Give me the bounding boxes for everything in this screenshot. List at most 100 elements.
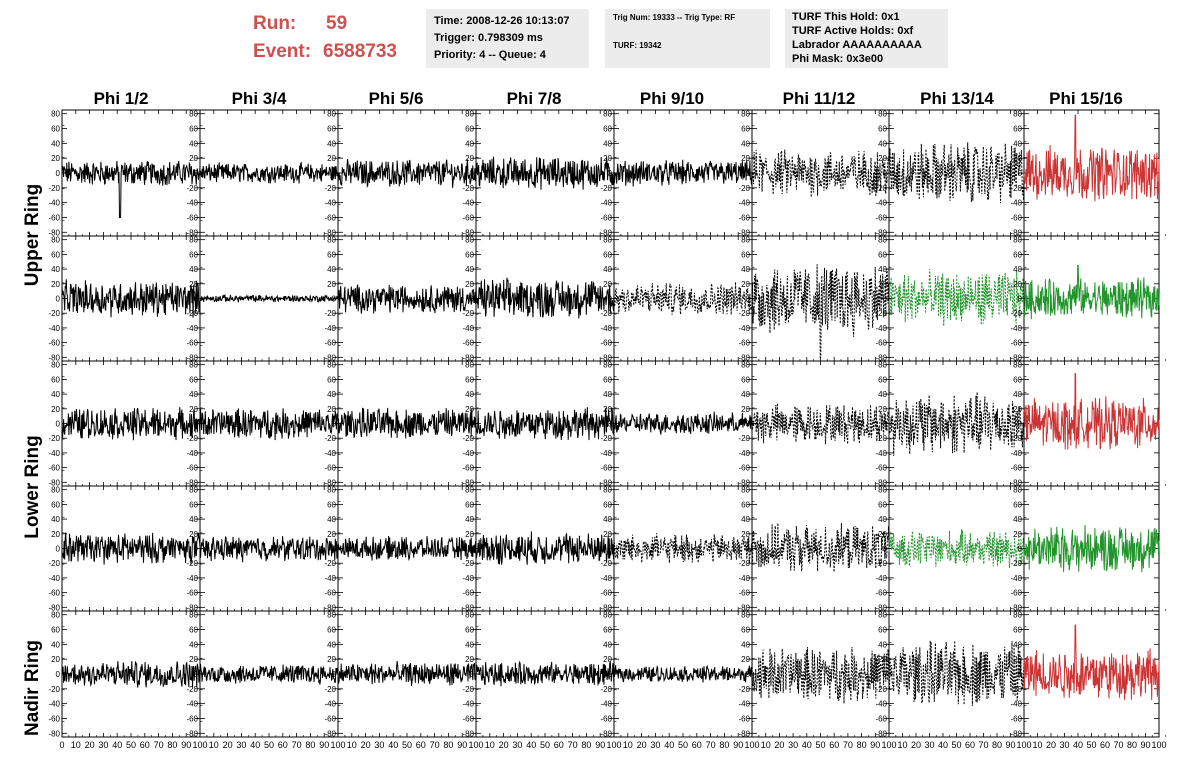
y-tick-label: -20 (738, 685, 750, 694)
y-tick-label: -40 (186, 324, 198, 333)
waveform-line (199, 161, 339, 184)
panel-r1-c6: -80 -60 -40 -20 0 20 40 60 80 (738, 109, 897, 237)
y-tick-label: -60 (600, 464, 612, 473)
y-tick-label: 20 (1013, 530, 1022, 539)
x-tick-label: 20 (499, 740, 509, 750)
y-tick-label: -80 (324, 603, 336, 612)
x-tick-label: 100 (1016, 740, 1031, 750)
waveform-line (61, 407, 201, 441)
y-tick-label: 20 (741, 530, 750, 539)
event-value: 6588733 (323, 41, 397, 62)
y-tick-label: 0 (56, 169, 61, 178)
y-tick-label: 20 (603, 530, 612, 539)
y-tick-label: 0 (608, 169, 613, 178)
x-tick-label: 90 (457, 740, 467, 750)
waveform-line (199, 536, 339, 563)
x-tick-label: 10 (347, 740, 357, 750)
x-tick-label: 80 (305, 740, 315, 750)
y-tick-label: 20 (603, 405, 612, 414)
y-tick-label: 40 (327, 640, 336, 649)
y-tick-label: 80 (51, 110, 60, 119)
y-tick-label: 80 (189, 486, 198, 495)
panel-r4-c5: -80 -60 -40 -20 0 20 40 60 80 (600, 485, 760, 612)
y-tick-label: 20 (51, 655, 60, 664)
y-tick-label: -80 (600, 729, 612, 738)
y-tick-label: -60 (875, 213, 887, 222)
x-tick-label: 60 (278, 740, 288, 750)
x-tick-label: 80 (443, 740, 453, 750)
y-tick-label: 0 (332, 670, 337, 679)
waveform-line (613, 159, 753, 187)
y-tick-label: -40 (48, 199, 60, 208)
y-tick-label: 0 (746, 545, 751, 554)
turf-hold-line: TURF This Hold: 0x1 (792, 11, 900, 23)
waveform-line (337, 407, 477, 439)
y-tick-label: -40 (1010, 324, 1022, 333)
y-tick-label: -80 (324, 228, 336, 237)
y-tick-label: 80 (878, 611, 887, 620)
y-tick-label: 60 (327, 125, 336, 134)
y-tick-label: -60 (738, 589, 750, 598)
panel-r5-c5: -80 -60 -40 -20 0 20 40 60 80 (600, 610, 760, 738)
y-tick-label: 80 (741, 110, 750, 119)
y-tick-label: 0 (470, 420, 475, 429)
waveform-line (1023, 524, 1160, 573)
x-tick-label: 80 (719, 740, 729, 750)
y-tick-label: -40 (48, 324, 60, 333)
waveform-line (751, 403, 890, 445)
waveform-line (613, 411, 753, 435)
y-tick-label: -40 (600, 574, 612, 583)
run-label: Run: (253, 13, 296, 34)
y-tick-label: -20 (186, 434, 198, 443)
y-tick-label: -20 (1010, 434, 1022, 443)
y-tick-label: -40 (462, 574, 474, 583)
y-tick-label: 60 (603, 250, 612, 259)
panel-r1-c8: -80 -60 -40 -20 0 20 40 60 80 (1010, 109, 1167, 237)
x-tick-label: 40 (388, 740, 398, 750)
time-line: Time: 2008-12-26 10:13:07 (434, 15, 570, 27)
y-tick-label: -20 (48, 434, 60, 443)
y-tick-label: -60 (186, 339, 198, 348)
x-tick-label: 80 (992, 740, 1002, 750)
y-tick-label: 60 (741, 250, 750, 259)
y-tick-label: -80 (324, 353, 336, 362)
panel-r2-c1: -80 -60 -40 -20 0 20 40 60 80 (48, 235, 208, 362)
y-tick-label: -40 (324, 449, 336, 458)
y-tick-label: 0 (1018, 545, 1023, 554)
x-tick-label: 70 (568, 740, 578, 750)
y-tick-label: 0 (470, 670, 475, 679)
panel-r1-c2: -80 -60 -40 -20 0 20 40 60 80 (186, 109, 346, 237)
y-tick-label: 20 (465, 154, 474, 163)
x-tick-label: 90 (181, 740, 191, 750)
y-tick-label: 0 (332, 169, 337, 178)
y-tick-label: 40 (878, 515, 887, 524)
y-tick-label: 40 (51, 515, 60, 524)
waveform-line (1023, 624, 1160, 701)
y-tick-label: 40 (327, 515, 336, 524)
y-tick-label: 20 (878, 405, 887, 414)
y-tick-label: -20 (48, 559, 60, 568)
y-tick-label: -20 (324, 184, 336, 193)
y-tick-label: -40 (462, 324, 474, 333)
x-tick-label: 70 (1113, 740, 1123, 750)
y-tick-label: 60 (741, 500, 750, 509)
y-tick-label: 60 (465, 250, 474, 259)
y-tick-label: 80 (465, 611, 474, 620)
y-tick-label: -60 (1010, 213, 1022, 222)
y-tick-label: -60 (324, 339, 336, 348)
panel-r2-c6: -80 -60 -40 -20 0 20 40 60 80 (738, 235, 897, 362)
y-tick-label: -40 (48, 574, 60, 583)
y-tick-label: -60 (600, 339, 612, 348)
y-tick-label: 80 (741, 236, 750, 245)
y-tick-label: 80 (603, 611, 612, 620)
y-tick-label: 0 (56, 545, 61, 554)
y-tick-label: -60 (186, 464, 198, 473)
y-tick-label: -80 (186, 603, 198, 612)
y-tick-label: 20 (465, 530, 474, 539)
x-tick-label: 40 (250, 740, 260, 750)
y-tick-label: -20 (600, 685, 612, 694)
y-tick-label: -40 (738, 324, 750, 333)
x-tick-label: 50 (951, 740, 961, 750)
y-tick-label: 20 (189, 405, 198, 414)
y-tick-label: 0 (1018, 420, 1023, 429)
